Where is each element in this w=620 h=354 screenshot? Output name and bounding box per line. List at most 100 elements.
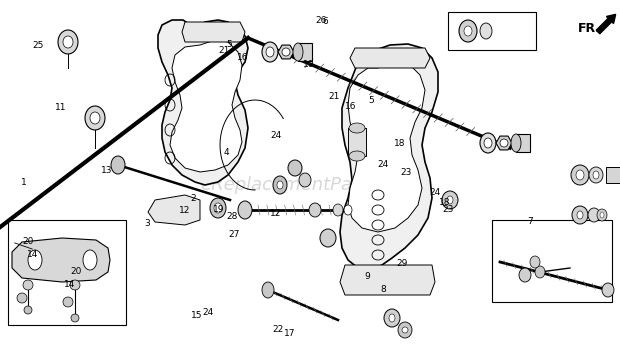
Ellipse shape xyxy=(519,268,531,282)
Ellipse shape xyxy=(384,309,400,327)
Text: 11: 11 xyxy=(55,103,66,113)
Text: 24: 24 xyxy=(430,188,441,198)
Polygon shape xyxy=(350,48,430,68)
Ellipse shape xyxy=(447,196,453,204)
Ellipse shape xyxy=(571,165,589,185)
Text: 12: 12 xyxy=(270,209,281,218)
Text: 5: 5 xyxy=(226,40,232,49)
Ellipse shape xyxy=(262,282,274,298)
Ellipse shape xyxy=(70,280,80,290)
Ellipse shape xyxy=(442,191,458,209)
Ellipse shape xyxy=(589,167,603,183)
Ellipse shape xyxy=(24,306,32,314)
Ellipse shape xyxy=(214,203,222,213)
Ellipse shape xyxy=(238,201,252,219)
Bar xyxy=(8,220,126,325)
Ellipse shape xyxy=(90,112,100,124)
Ellipse shape xyxy=(273,176,287,194)
Text: 23: 23 xyxy=(401,168,412,177)
Ellipse shape xyxy=(597,209,607,221)
Ellipse shape xyxy=(349,151,365,161)
Ellipse shape xyxy=(277,181,283,189)
Bar xyxy=(298,43,312,61)
Ellipse shape xyxy=(459,20,477,42)
Ellipse shape xyxy=(320,229,336,247)
Ellipse shape xyxy=(398,322,412,338)
Text: 22: 22 xyxy=(272,325,283,335)
Bar xyxy=(492,220,612,302)
Ellipse shape xyxy=(282,48,290,56)
Text: 16: 16 xyxy=(237,53,249,62)
Bar xyxy=(348,128,366,156)
Text: 24: 24 xyxy=(378,160,389,169)
Ellipse shape xyxy=(293,43,303,61)
Ellipse shape xyxy=(511,134,521,152)
Text: 17: 17 xyxy=(285,329,296,338)
Text: 29: 29 xyxy=(396,259,407,268)
Ellipse shape xyxy=(71,314,79,322)
Text: 14: 14 xyxy=(27,250,38,259)
Ellipse shape xyxy=(63,36,73,48)
Polygon shape xyxy=(158,20,248,185)
Text: 2: 2 xyxy=(190,194,197,204)
Ellipse shape xyxy=(111,156,125,174)
Polygon shape xyxy=(348,62,425,232)
Ellipse shape xyxy=(262,42,278,62)
Ellipse shape xyxy=(23,280,33,290)
Text: 14: 14 xyxy=(64,280,75,290)
Polygon shape xyxy=(496,136,512,150)
Bar xyxy=(606,167,620,183)
Text: 8: 8 xyxy=(380,285,386,294)
Text: 24: 24 xyxy=(270,131,281,140)
Ellipse shape xyxy=(464,26,472,36)
Polygon shape xyxy=(12,238,110,282)
Polygon shape xyxy=(278,45,294,59)
Text: 19: 19 xyxy=(213,205,224,214)
Ellipse shape xyxy=(480,23,492,39)
Ellipse shape xyxy=(572,206,588,224)
Ellipse shape xyxy=(83,250,97,270)
Text: 1: 1 xyxy=(20,178,27,187)
Text: 26: 26 xyxy=(316,16,327,25)
Text: 5: 5 xyxy=(368,96,374,105)
Ellipse shape xyxy=(402,327,408,333)
Polygon shape xyxy=(340,44,438,270)
Text: 21: 21 xyxy=(328,92,339,101)
Text: 18: 18 xyxy=(440,198,451,207)
Text: 27: 27 xyxy=(229,230,240,239)
Text: 4: 4 xyxy=(223,148,229,158)
Text: 24: 24 xyxy=(202,308,213,317)
Text: 28: 28 xyxy=(227,212,238,221)
Text: 23: 23 xyxy=(442,205,453,214)
Polygon shape xyxy=(182,22,245,42)
Ellipse shape xyxy=(602,283,614,297)
Text: 16: 16 xyxy=(345,102,356,112)
Ellipse shape xyxy=(484,138,492,148)
Ellipse shape xyxy=(288,160,302,176)
Text: 25: 25 xyxy=(33,41,44,50)
Ellipse shape xyxy=(28,250,42,270)
Text: 6: 6 xyxy=(322,17,329,26)
Text: 20: 20 xyxy=(70,267,81,276)
Ellipse shape xyxy=(480,133,496,153)
Text: 13: 13 xyxy=(101,166,112,175)
Ellipse shape xyxy=(576,170,584,180)
Ellipse shape xyxy=(63,297,73,307)
Ellipse shape xyxy=(500,139,508,147)
Polygon shape xyxy=(340,265,435,295)
Text: 3: 3 xyxy=(144,219,151,228)
Text: 12: 12 xyxy=(179,206,190,215)
Ellipse shape xyxy=(349,123,365,133)
Text: eReplacementParts.com: eReplacementParts.com xyxy=(200,176,420,194)
Text: 18: 18 xyxy=(394,139,405,148)
Text: 10: 10 xyxy=(303,60,314,69)
Ellipse shape xyxy=(58,30,78,54)
Ellipse shape xyxy=(389,314,395,322)
Text: FR.: FR. xyxy=(578,22,601,35)
Text: 21: 21 xyxy=(219,46,230,55)
FancyArrow shape xyxy=(596,15,616,34)
Ellipse shape xyxy=(344,205,352,215)
Ellipse shape xyxy=(309,203,321,217)
Ellipse shape xyxy=(299,173,311,187)
Ellipse shape xyxy=(593,171,599,179)
